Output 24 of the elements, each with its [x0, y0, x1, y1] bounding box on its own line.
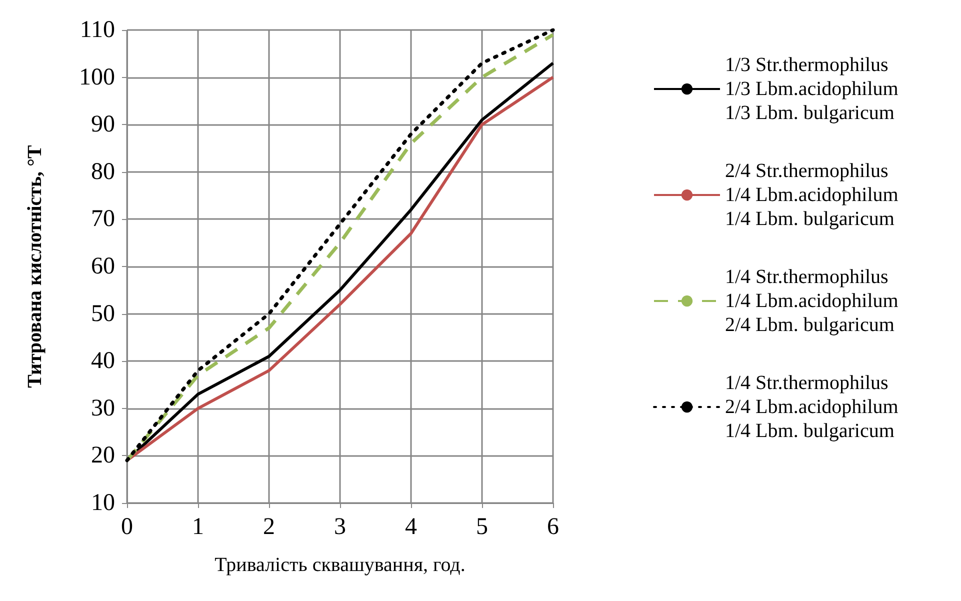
x-tick-label: 4: [405, 514, 417, 540]
legend-label: 1/3 Str.thermophilus 1/3 Lbm.acidophilum 1/3 Lbm. bulgaricum: [725, 54, 899, 124]
y-axis-title: Титрована кислотність, °Т: [24, 144, 46, 388]
y-tick-label: 20: [91, 442, 115, 469]
x-tick-label: 5: [476, 514, 488, 540]
x-tick-label: 1: [192, 514, 204, 540]
y-tick-label: 100: [79, 64, 115, 90]
y-tick-label: 40: [91, 348, 115, 374]
y-tick-label: 10: [91, 490, 115, 516]
x-tick-label: 2: [263, 514, 275, 540]
x-axis-title: Тривалість сквашування, год.: [214, 554, 466, 576]
y-tick-label: 30: [91, 395, 115, 422]
x-tick-label: 6: [547, 514, 559, 540]
y-tick-label: 90: [91, 112, 115, 138]
x-tick-label: 0: [121, 514, 133, 540]
legend-label: 1/4 Str.thermophilus 2/4 Lbm.acidophilum 1/4 Lbm. bulgaricum: [725, 372, 899, 442]
x-tick-label: 3: [334, 514, 346, 540]
legend-label: 1/4 Str.thermophilus 1/4 Lbm.acidophilum 2/4 Lbm. bulgaricum: [725, 266, 899, 336]
y-tick-label: 50: [91, 300, 115, 327]
y-tick-label: 70: [91, 206, 115, 232]
y-tick-label: 80: [91, 158, 115, 185]
y-tick-label: 60: [91, 254, 115, 280]
legend-label: 2/4 Str.thermophilus 1/4 Lbm.acidophilum 1/4 Lbm. bulgaricum: [725, 160, 899, 230]
y-tick-label: 110: [80, 17, 115, 43]
